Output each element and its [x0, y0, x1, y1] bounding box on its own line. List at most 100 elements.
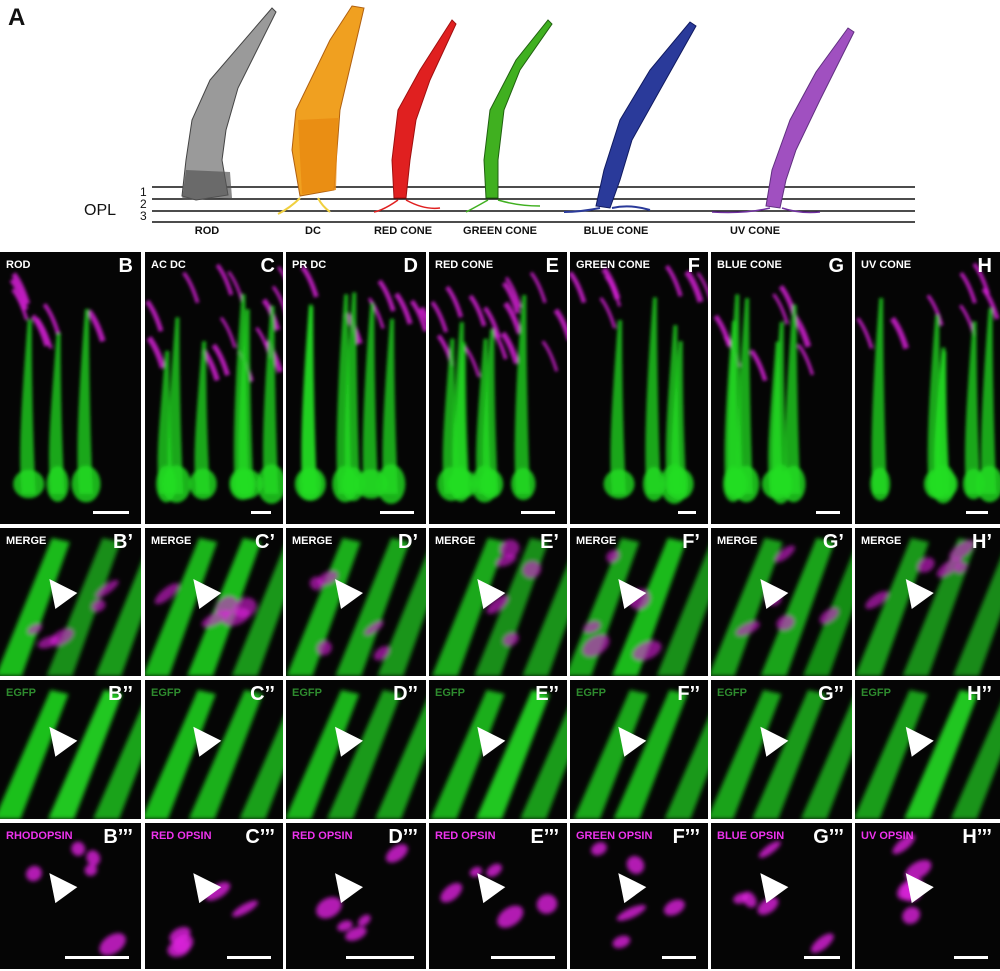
- panel-label: EGFP: [151, 687, 181, 699]
- panel-letter: H’: [972, 531, 992, 553]
- micrograph-panel: RHODOPSIN B’’’: [0, 823, 141, 969]
- micrograph-panel: MERGE D’: [286, 528, 426, 676]
- cell-label-uv-cone: UV CONE: [729, 225, 781, 237]
- cell-label-green-cone: GREEN CONE: [463, 225, 537, 237]
- micrograph-image: [316, 844, 408, 941]
- panel-a-reconstructions: A OPL 1 2 3: [0, 0, 1000, 248]
- panel-a-letter: A: [8, 4, 26, 31]
- cell-label-dc: DC: [305, 225, 321, 237]
- opl-layer-2: 2: [140, 197, 147, 211]
- arrowhead-icon: [193, 873, 222, 904]
- arrowhead-icon: [49, 726, 78, 757]
- micrograph-image: [286, 538, 426, 676]
- micrograph-image: [145, 690, 283, 819]
- micrograph-panel: EGFP G’’: [711, 680, 852, 819]
- panel-letter: G: [828, 255, 844, 277]
- panel-label: RED OPSIN: [292, 830, 353, 842]
- micrograph-image: [430, 271, 567, 503]
- panel-label: AC DC: [151, 259, 186, 271]
- scale-bar: [521, 511, 555, 514]
- red-cone-reconstruction: [373, 19, 457, 213]
- micrograph-grid: ROD B AC DC C PR DC D RED CONE E GREEN CONE F BLUE…: [0, 252, 1000, 971]
- scale-bar: [227, 956, 271, 959]
- panel-label: EGFP: [861, 687, 891, 699]
- panel-label: EGFP: [717, 687, 747, 699]
- scale-bar: [966, 511, 988, 514]
- arrowhead-icon: [335, 726, 363, 757]
- micrograph-image: [855, 538, 1000, 676]
- panel-label: BLUE OPSIN: [717, 830, 785, 842]
- micrograph-panel: EGFP H’’: [855, 680, 1000, 819]
- panel-letter: G’’: [818, 683, 844, 705]
- panel-label: RED OPSIN: [151, 830, 212, 842]
- cell-label-rod: ROD: [194, 225, 220, 237]
- arrowhead-icon: [905, 579, 934, 610]
- arrowhead-icon: [760, 726, 789, 757]
- panel-label: RHODOPSIN: [6, 830, 73, 842]
- arrowhead-icon: [477, 873, 506, 904]
- panel-label: MERGE: [151, 535, 192, 547]
- micrograph-panel: GREEN CONE F: [570, 252, 708, 524]
- micrograph-panel: MERGE C’: [145, 528, 283, 676]
- green-cone-reconstruction: [465, 19, 553, 213]
- micrograph-panel: EGFP C’’: [145, 680, 283, 819]
- scale-bar: [816, 511, 840, 514]
- micrograph-panel: BLUE CONE G: [711, 252, 852, 524]
- panel-label: PR DC: [292, 259, 327, 271]
- panel-label: BLUE CONE: [717, 259, 782, 271]
- dc-reconstruction: [277, 5, 365, 215]
- arrowhead-icon: [193, 579, 222, 610]
- micrograph-panel: MERGE H’: [855, 528, 1000, 676]
- opl-layer-1: 1: [140, 185, 147, 199]
- micrograph-image: [711, 690, 852, 819]
- cell-label-blue-cone: BLUE CONE: [583, 225, 649, 237]
- panel-label: MERGE: [861, 535, 902, 547]
- panel-label: MERGE: [435, 535, 476, 547]
- micrograph-image: [145, 538, 283, 676]
- micrograph-image: [711, 538, 852, 676]
- cell-label-red-cone: RED CONE: [373, 225, 433, 237]
- micrograph-image: [892, 834, 934, 925]
- opl-layer-3: 3: [140, 209, 147, 223]
- panel-label: RED CONE: [435, 259, 494, 271]
- scale-bar: [804, 956, 840, 959]
- panel-letter: C’’’: [245, 826, 275, 848]
- micrograph-image: [856, 262, 1000, 504]
- panel-letter: D’’’: [388, 826, 418, 848]
- arrowhead-icon: [477, 579, 506, 610]
- micrograph-panel: RED CONE E: [429, 252, 567, 524]
- panel-letter: F’’: [677, 683, 700, 705]
- panel-label: GREEN CONE: [576, 259, 650, 271]
- scale-bar: [678, 511, 696, 514]
- blue-cone-reconstruction: [563, 21, 697, 213]
- panel-letter: D: [403, 255, 418, 277]
- panel-letter: B: [118, 255, 133, 277]
- panel-letter: C’’: [250, 683, 275, 705]
- micrograph-image: [0, 538, 141, 676]
- panel-label: UV CONE: [861, 259, 912, 271]
- panel-label: GREEN OPSIN: [576, 830, 653, 842]
- micrograph-panel: EGFP E’’: [429, 680, 567, 819]
- panel-letter: E: [545, 255, 559, 277]
- arrowhead-icon: [193, 726, 222, 757]
- panel-letter: F’: [682, 531, 700, 553]
- scale-bar: [954, 956, 988, 959]
- micrograph-panel: EGFP F’’: [570, 680, 708, 819]
- panel-letter: C: [260, 255, 275, 277]
- panel-label: ROD: [6, 259, 31, 271]
- panel-letter: D’’: [393, 683, 418, 705]
- arrowhead-icon: [618, 726, 647, 757]
- micrograph-image: [0, 690, 141, 819]
- micrograph-panel: GREEN OPSIN F’’’: [570, 823, 708, 969]
- panel-letter: B’’: [108, 683, 133, 705]
- panel-letter: E’: [540, 531, 559, 553]
- scale-bar: [93, 511, 129, 514]
- micrograph-panel: UV CONE H: [855, 252, 1000, 524]
- scale-bar: [251, 511, 271, 514]
- uv-cone-reconstruction: [711, 27, 855, 214]
- micrograph-image: [573, 690, 708, 819]
- micrograph-panel: MERGE G’: [711, 528, 852, 676]
- micrograph-panel: MERGE F’: [570, 528, 708, 676]
- cell-reconstructions: [181, 5, 855, 215]
- arrowhead-icon: [905, 726, 934, 757]
